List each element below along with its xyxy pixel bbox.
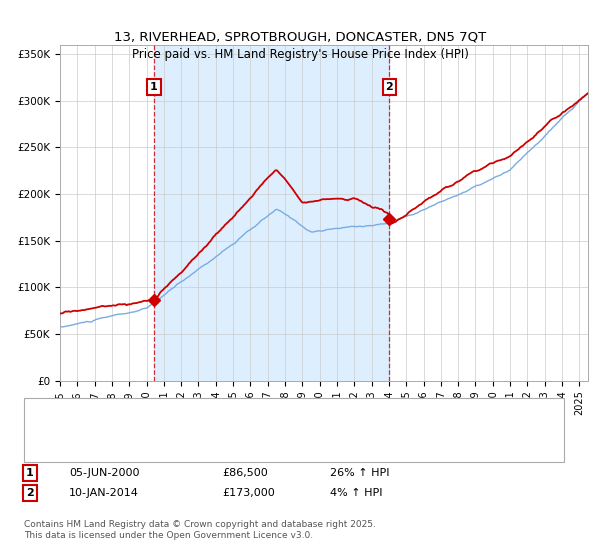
Text: 2: 2	[26, 488, 34, 498]
Text: £86,500: £86,500	[222, 468, 268, 478]
Bar	[154, 45, 389, 381]
Text: HPI: Average price, detached house, Doncaster: HPI: Average price, detached house, Donc…	[72, 418, 319, 428]
Text: 13, RIVERHEAD, SPROTBROUGH, DONCASTER, DN5 7QT: 13, RIVERHEAD, SPROTBROUGH, DONCASTER, D…	[114, 31, 486, 44]
Text: 13, RIVERHEAD, SPROTBROUGH, DONCASTER, DN5 7QT (detached house): 13, RIVERHEAD, SPROTBROUGH, DONCASTER, D…	[72, 401, 459, 411]
Text: Contains HM Land Registry data © Crown copyright and database right 2025.
This d: Contains HM Land Registry data © Crown c…	[24, 520, 376, 540]
Text: 2: 2	[386, 82, 394, 92]
Text: £173,000: £173,000	[222, 488, 275, 498]
Text: 10-JAN-2014: 10-JAN-2014	[69, 488, 139, 498]
Text: 1: 1	[26, 468, 34, 478]
Text: 05-JUN-2000: 05-JUN-2000	[69, 468, 139, 478]
Text: 1: 1	[150, 82, 158, 92]
Text: 4% ↑ HPI: 4% ↑ HPI	[330, 488, 383, 498]
Text: Price paid vs. HM Land Registry's House Price Index (HPI): Price paid vs. HM Land Registry's House …	[131, 48, 469, 60]
Text: 26% ↑ HPI: 26% ↑ HPI	[330, 468, 389, 478]
